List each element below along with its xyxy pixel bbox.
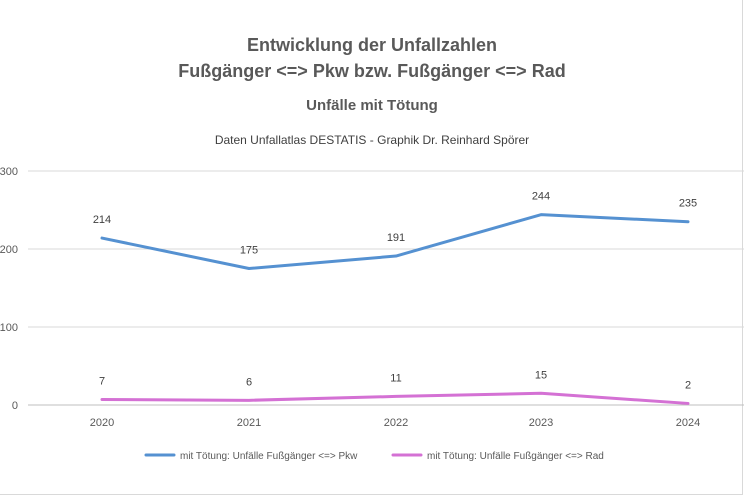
data-label: 214 bbox=[93, 214, 111, 226]
data-label: 244 bbox=[532, 191, 550, 203]
legend-label: mit Tötung: Unfälle Fußgänger <=> Rad bbox=[427, 451, 604, 462]
chart-subtitle: Unfälle mit Tötung bbox=[306, 97, 438, 114]
data-label: 2 bbox=[685, 379, 691, 391]
data-label: 175 bbox=[240, 245, 258, 257]
x-tick-label: 2021 bbox=[237, 417, 261, 429]
legend-label: mit Tötung: Unfälle Fußgänger <=> Pkw bbox=[180, 451, 358, 462]
chart-title-line2: Fußgänger <=> Pkw bzw. Fußgänger <=> Rad bbox=[178, 61, 566, 81]
x-tick-label: 2020 bbox=[90, 417, 114, 429]
data-label: 235 bbox=[679, 198, 697, 210]
chart-title: Entwicklung der Unfallzahlen bbox=[246, 35, 498, 55]
x-tick-label: 2022 bbox=[384, 417, 408, 429]
series-line-pkw bbox=[100, 213, 690, 270]
y-tick-label: 300 bbox=[0, 166, 18, 178]
data-label: 7 bbox=[99, 376, 105, 388]
data-label: 11 bbox=[390, 372, 401, 384]
y-tick-label: 0 bbox=[12, 400, 18, 412]
data-label: 6 bbox=[246, 376, 252, 388]
y-tick-label: 100 bbox=[0, 322, 18, 334]
y-tick-label: 200 bbox=[0, 244, 18, 256]
data-label: 191 bbox=[387, 232, 405, 244]
chart-source: Daten Unfallatlas DESTATIS - Graphik Dr.… bbox=[214, 133, 530, 147]
data-label: 15 bbox=[535, 369, 547, 381]
series-line-rad bbox=[100, 391, 690, 405]
x-tick-label: 2024 bbox=[676, 417, 700, 429]
x-tick-label: 2023 bbox=[529, 417, 553, 429]
